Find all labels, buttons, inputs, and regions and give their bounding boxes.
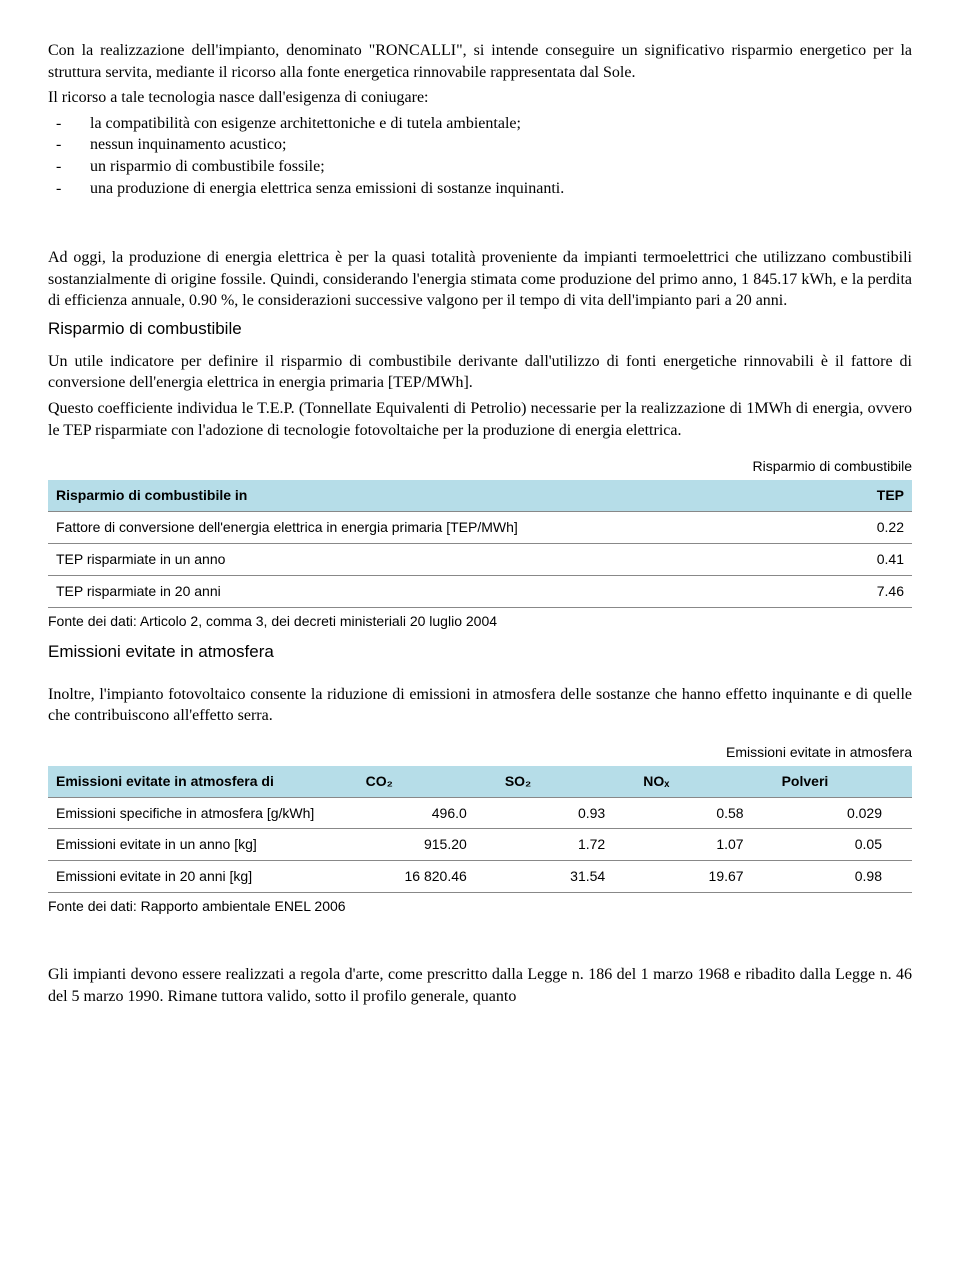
cell-label: TEP risparmiate in 20 anni xyxy=(48,575,786,607)
cell-label: Emissioni evitate in un anno [kg] xyxy=(48,829,358,861)
cell-value: 0.41 xyxy=(786,543,912,575)
cell-label: TEP risparmiate in un anno xyxy=(48,543,786,575)
table-caption-fuel: Risparmio di combustibile xyxy=(48,457,912,476)
cell-value: 7.46 xyxy=(786,575,912,607)
cell-label: Emissioni specifiche in atmosfera [g/kWh… xyxy=(48,797,358,829)
table-header-nox: NOₓ xyxy=(635,766,773,797)
table-footnote-fuel: Fonte dei dati: Articolo 2, comma 3, dei… xyxy=(48,612,912,631)
paragraph-context: Ad oggi, la produzione di energia elettr… xyxy=(48,247,912,312)
cell-value: 0.22 xyxy=(786,512,912,544)
table-header-label: Emissioni evitate in atmosfera di xyxy=(48,766,358,797)
table-header-tep: TEP xyxy=(786,480,912,511)
table-caption-emissions: Emissioni evitate in atmosfera xyxy=(48,743,912,762)
table-header-so2: SO₂ xyxy=(497,766,635,797)
cell-value: 19.67 xyxy=(635,861,773,893)
cell-value: 496.0 xyxy=(358,797,497,829)
paragraph-intro-1: Con la realizzazione dell'impianto, deno… xyxy=(48,40,912,83)
table-row: TEP risparmiate in un anno 0.41 xyxy=(48,543,912,575)
list-item: la compatibilità con esigenze architetto… xyxy=(48,113,912,135)
cell-label: Emissioni evitate in 20 anni [kg] xyxy=(48,861,358,893)
cell-value: 1.07 xyxy=(635,829,773,861)
table-row: Emissioni evitate in 20 anni [kg] 16 820… xyxy=(48,861,912,893)
table-row: Fattore di conversione dell'energia elet… xyxy=(48,512,912,544)
cell-value: 1.72 xyxy=(497,829,635,861)
list-item: una produzione di energia elettrica senz… xyxy=(48,178,912,200)
table-row: Emissioni evitate in un anno [kg] 915.20… xyxy=(48,829,912,861)
paragraph-fuel-1: Un utile indicatore per definire il risp… xyxy=(48,351,912,394)
paragraph-intro-2: Il ricorso a tale tecnologia nasce dall'… xyxy=(48,87,912,109)
cell-value: 0.029 xyxy=(774,797,912,829)
cell-value: 31.54 xyxy=(497,861,635,893)
cell-value: 0.98 xyxy=(774,861,912,893)
paragraph-closing: Gli impianti devono essere realizzati a … xyxy=(48,964,912,1007)
table-header-label: Risparmio di combustibile in xyxy=(48,480,786,511)
cell-value: 0.05 xyxy=(774,829,912,861)
list-item: nessun inquinamento acustico; xyxy=(48,134,912,156)
table-fuel-savings: Risparmio di combustibile in TEP Fattore… xyxy=(48,480,912,608)
cell-label: Fattore di conversione dell'energia elet… xyxy=(48,512,786,544)
cell-value: 0.93 xyxy=(497,797,635,829)
table-row: TEP risparmiate in 20 anni 7.46 xyxy=(48,575,912,607)
section-title-emissions: Emissioni evitate in atmosfera xyxy=(48,641,912,664)
bullet-list: la compatibilità con esigenze architetto… xyxy=(48,113,912,199)
cell-value: 16 820.46 xyxy=(358,861,497,893)
cell-value: 915.20 xyxy=(358,829,497,861)
table-footnote-emissions: Fonte dei dati: Rapporto ambientale ENEL… xyxy=(48,897,912,916)
list-item: un risparmio di combustibile fossile; xyxy=(48,156,912,178)
table-row: Emissioni specifiche in atmosfera [g/kWh… xyxy=(48,797,912,829)
cell-value: 0.58 xyxy=(635,797,773,829)
table-header-co2: CO₂ xyxy=(358,766,497,797)
section-title-fuel: Risparmio di combustibile xyxy=(48,318,912,341)
paragraph-fuel-2: Questo coefficiente individua le T.E.P. … xyxy=(48,398,912,441)
table-header-polveri: Polveri xyxy=(774,766,912,797)
paragraph-emissions: Inoltre, l'impianto fotovoltaico consent… xyxy=(48,684,912,727)
table-emissions: Emissioni evitate in atmosfera di CO₂ SO… xyxy=(48,766,912,894)
